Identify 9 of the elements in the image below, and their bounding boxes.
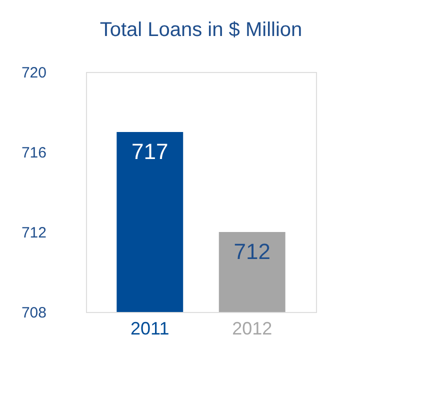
data-label: 712 — [234, 239, 270, 264]
y-tick-label: 708 — [21, 304, 46, 322]
y-tick-label: 716 — [21, 144, 46, 162]
x-tick-label: 2011 — [130, 318, 170, 338]
y-tick-label: 720 — [21, 64, 46, 82]
x-tick-label: 2012 — [232, 318, 272, 338]
data-label: 717 — [132, 139, 168, 164]
chart-title: Total Loans in $ Million — [100, 19, 302, 41]
y-tick-label: 712 — [21, 224, 46, 242]
